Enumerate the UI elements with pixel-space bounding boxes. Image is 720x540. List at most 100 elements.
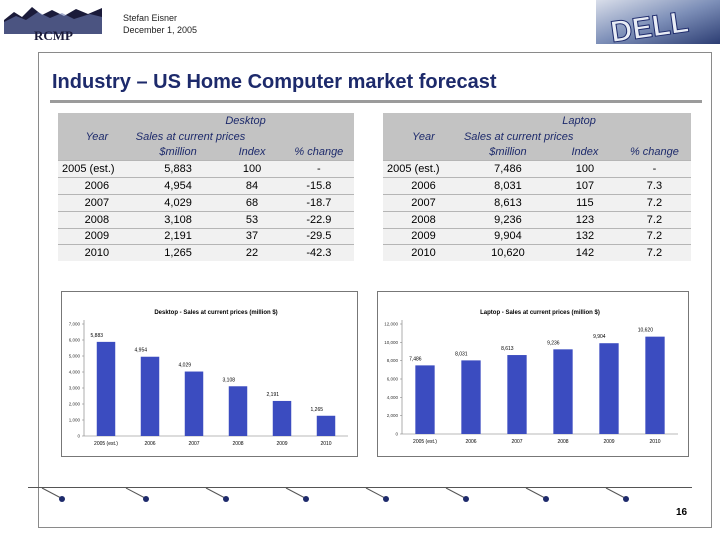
desktop-header-sales: Sales at current prices <box>135 128 284 145</box>
change-cell: -42.3 <box>283 244 354 262</box>
chart-bar <box>415 365 435 434</box>
y-tick-label: 5,000 <box>69 354 81 359</box>
sales-cell: 9,236 <box>463 210 552 229</box>
chart-title: Laptop - Sales at current prices (millio… <box>480 310 600 316</box>
bar-value-label: 9,904 <box>593 334 606 340</box>
author-name: Stefan Eisner <box>123 13 178 23</box>
index-cell: 100 <box>220 160 284 178</box>
x-category-label: 2008 <box>557 439 568 445</box>
chart-title: Desktop - Sales at current prices (milli… <box>154 310 277 316</box>
y-tick-label: 2,000 <box>69 402 81 407</box>
footer-peg-icon <box>604 487 632 503</box>
index-cell: 68 <box>220 193 284 212</box>
laptop-header-year: Year <box>383 128 464 145</box>
y-tick-label: 3,000 <box>69 386 81 391</box>
index-cell: 37 <box>220 227 284 245</box>
index-cell: 123 <box>551 210 618 229</box>
y-tick-label: 8,000 <box>387 358 399 363</box>
chart-bar <box>461 360 481 434</box>
table-row: 2009 2,191 37 -29.5 <box>58 227 354 245</box>
chart-bar <box>553 349 573 434</box>
table-row: 2005 (est.) 5,883 100 - <box>58 160 354 178</box>
footer-peg-icon <box>124 487 152 503</box>
desktop-forecast-table: Desktop Year Sales at current prices $mi… <box>58 113 354 262</box>
sales-cell: 8,613 <box>463 193 552 212</box>
laptop-header-sales: Sales at current prices <box>463 128 618 145</box>
x-category-label: 2006 <box>144 441 155 447</box>
bar-value-label: 9,236 <box>547 340 560 346</box>
bar-value-label: 8,613 <box>501 346 514 352</box>
year-cell: 2006 <box>58 177 136 195</box>
slide-title: Industry – US Home Computer market forec… <box>52 71 497 93</box>
change-cell: 7.2 <box>617 193 691 212</box>
presentation-date: December 1, 2005 <box>123 25 198 35</box>
desktop-table-header-row-2: $million Index % change <box>58 144 354 161</box>
footer-rail <box>28 487 692 488</box>
laptop-table-header-row-2: $million Index % change <box>383 144 691 161</box>
index-cell: 84 <box>220 177 284 195</box>
desktop-header-year: Year <box>58 128 136 145</box>
sales-cell: 3,108 <box>135 210 221 229</box>
x-category-label: 2008 <box>232 441 243 447</box>
footer-peg-icon <box>524 487 552 503</box>
sales-cell: 4,954 <box>135 177 221 195</box>
desktop-sales-chart: Desktop - Sales at current prices (milli… <box>61 291 358 457</box>
page-number: 16 <box>676 507 688 518</box>
y-tick-label: 4,000 <box>69 370 81 375</box>
desktop-header-change: % change <box>283 144 354 161</box>
y-tick-label: 4,000 <box>387 395 399 400</box>
slide-frame <box>38 52 712 528</box>
y-tick-label: 6,000 <box>69 338 81 343</box>
laptop-header-index: Index <box>551 144 618 161</box>
index-cell: 107 <box>551 177 618 195</box>
index-cell: 115 <box>551 193 618 212</box>
year-cell: 2007 <box>383 193 464 212</box>
table-row: 2010 10,620 142 7.2 <box>383 244 691 262</box>
change-cell: -22.9 <box>283 210 354 229</box>
chart-bar <box>140 356 160 436</box>
desktop-table-caption-row: Desktop <box>58 113 354 129</box>
year-cell: 2010 <box>58 244 136 262</box>
table-row: 2006 8,031 107 7.3 <box>383 177 691 195</box>
year-cell: 2007 <box>58 193 136 212</box>
y-tick-label: 10,000 <box>384 340 398 345</box>
sales-cell: 7,486 <box>463 160 552 178</box>
laptop-sales-chart: Laptop - Sales at current prices (millio… <box>377 291 689 457</box>
footer-peg-icon <box>40 487 68 503</box>
chart-bar <box>272 400 292 436</box>
table-row: 2008 3,108 53 -22.9 <box>58 210 354 229</box>
x-category-label: 2010 <box>649 439 660 445</box>
sales-cell: 4,029 <box>135 193 221 212</box>
change-cell: 7.2 <box>617 227 691 245</box>
bar-value-label: 3,108 <box>223 377 236 383</box>
year-cell: 2008 <box>58 210 136 229</box>
table-row: 2007 4,029 68 -18.7 <box>58 193 354 212</box>
index-cell: 132 <box>551 227 618 245</box>
y-tick-label: 6,000 <box>387 377 399 382</box>
year-cell: 2008 <box>383 210 464 229</box>
footer-peg-icon <box>444 487 472 503</box>
year-cell: 2006 <box>383 177 464 195</box>
x-category-label: 2009 <box>276 441 287 447</box>
x-category-label: 2005 (est.) <box>413 439 437 445</box>
change-cell: -29.5 <box>283 227 354 245</box>
chart-bar <box>507 355 527 434</box>
bar-value-label: 4,954 <box>135 348 148 354</box>
desktop-header-index: Index <box>220 144 284 161</box>
desktop-table-header-row-1: Year Sales at current prices <box>58 128 354 145</box>
sales-cell: 8,031 <box>463 177 552 195</box>
y-tick-label: 12,000 <box>384 322 398 327</box>
bar-value-label: 2,191 <box>267 392 280 398</box>
table-row: 2005 (est.) 7,486 100 - <box>383 160 691 178</box>
bar-value-label: 7,486 <box>409 356 422 362</box>
desktop-table-caption: Desktop <box>135 113 284 129</box>
index-cell: 53 <box>220 210 284 229</box>
chart-bar <box>645 336 665 434</box>
index-cell: 142 <box>551 244 618 262</box>
bar-value-label: 10,620 <box>638 328 654 334</box>
table-row: 2006 4,954 84 -15.8 <box>58 177 354 195</box>
title-divider <box>50 100 702 103</box>
chart-bar <box>184 371 204 436</box>
year-cell: 2009 <box>383 227 464 245</box>
change-cell: -15.8 <box>283 177 354 195</box>
